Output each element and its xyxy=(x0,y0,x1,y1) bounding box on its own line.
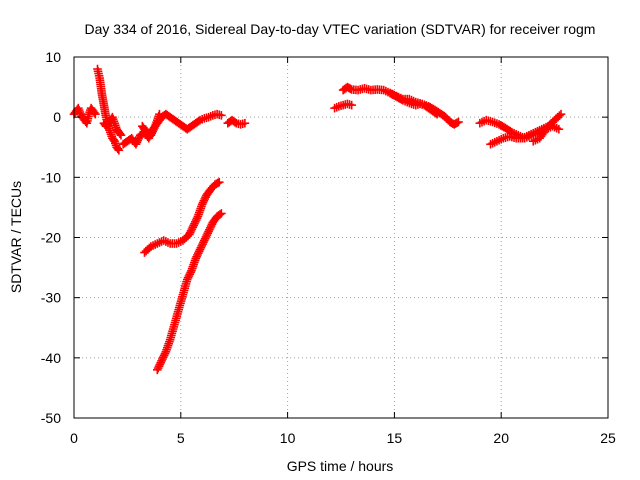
axis-ticks: 0 5 10 15 20 25 -50 -40 -30 -20 -10 0 10 xyxy=(41,49,616,446)
grid xyxy=(74,57,608,418)
y-tick-label: 0 xyxy=(53,109,61,125)
y-tick-label: -10 xyxy=(41,169,61,185)
data-point xyxy=(240,118,250,128)
data-point xyxy=(556,109,566,119)
x-tick-label: 0 xyxy=(70,430,78,446)
series-seg-m xyxy=(528,121,564,146)
y-tick-label: 10 xyxy=(45,49,61,65)
series-seg-f xyxy=(140,177,224,257)
series-seg-j xyxy=(385,88,463,129)
y-tick-label: -30 xyxy=(41,290,61,306)
data-point xyxy=(116,130,126,140)
chart-title: Day 334 of 2016, Sidereal Day-to-day VTE… xyxy=(85,21,596,37)
y-tick-label: -50 xyxy=(41,410,61,426)
data-point xyxy=(155,109,164,119)
data-point xyxy=(347,100,356,110)
series-seg-g xyxy=(153,209,226,375)
x-axis-label: GPS time / hours xyxy=(287,458,394,474)
series-seg-i xyxy=(338,82,442,119)
series-seg-b xyxy=(93,64,124,155)
x-tick-label: 15 xyxy=(387,430,403,446)
data-points xyxy=(69,64,566,375)
data-point xyxy=(217,111,226,120)
x-tick-label: 25 xyxy=(600,430,616,446)
data-point xyxy=(554,124,564,134)
y-tick-label: -20 xyxy=(41,230,61,246)
series-seg-e xyxy=(223,115,250,129)
data-point xyxy=(115,129,125,139)
data-point xyxy=(91,109,100,119)
data-point xyxy=(113,144,123,154)
data-point xyxy=(345,84,355,93)
data-point xyxy=(454,117,463,127)
data-point xyxy=(213,178,223,188)
data-point xyxy=(452,118,462,128)
series-seg-d2 xyxy=(138,109,164,140)
data-point xyxy=(215,210,225,219)
x-tick-label: 20 xyxy=(493,430,509,446)
y-axis-label: SDTVAR / TECUs xyxy=(8,181,24,293)
series-seg-h xyxy=(330,99,356,113)
x-tick-label: 5 xyxy=(177,430,185,446)
data-point xyxy=(114,145,124,155)
data-point xyxy=(89,108,99,117)
y-tick-label: -40 xyxy=(41,350,61,366)
data-point xyxy=(217,209,226,218)
x-tick-label: 10 xyxy=(280,430,296,446)
series-seg-d xyxy=(118,109,226,149)
series-seg-c xyxy=(99,112,126,140)
series-seg-a xyxy=(69,103,100,128)
data-point xyxy=(214,177,224,187)
